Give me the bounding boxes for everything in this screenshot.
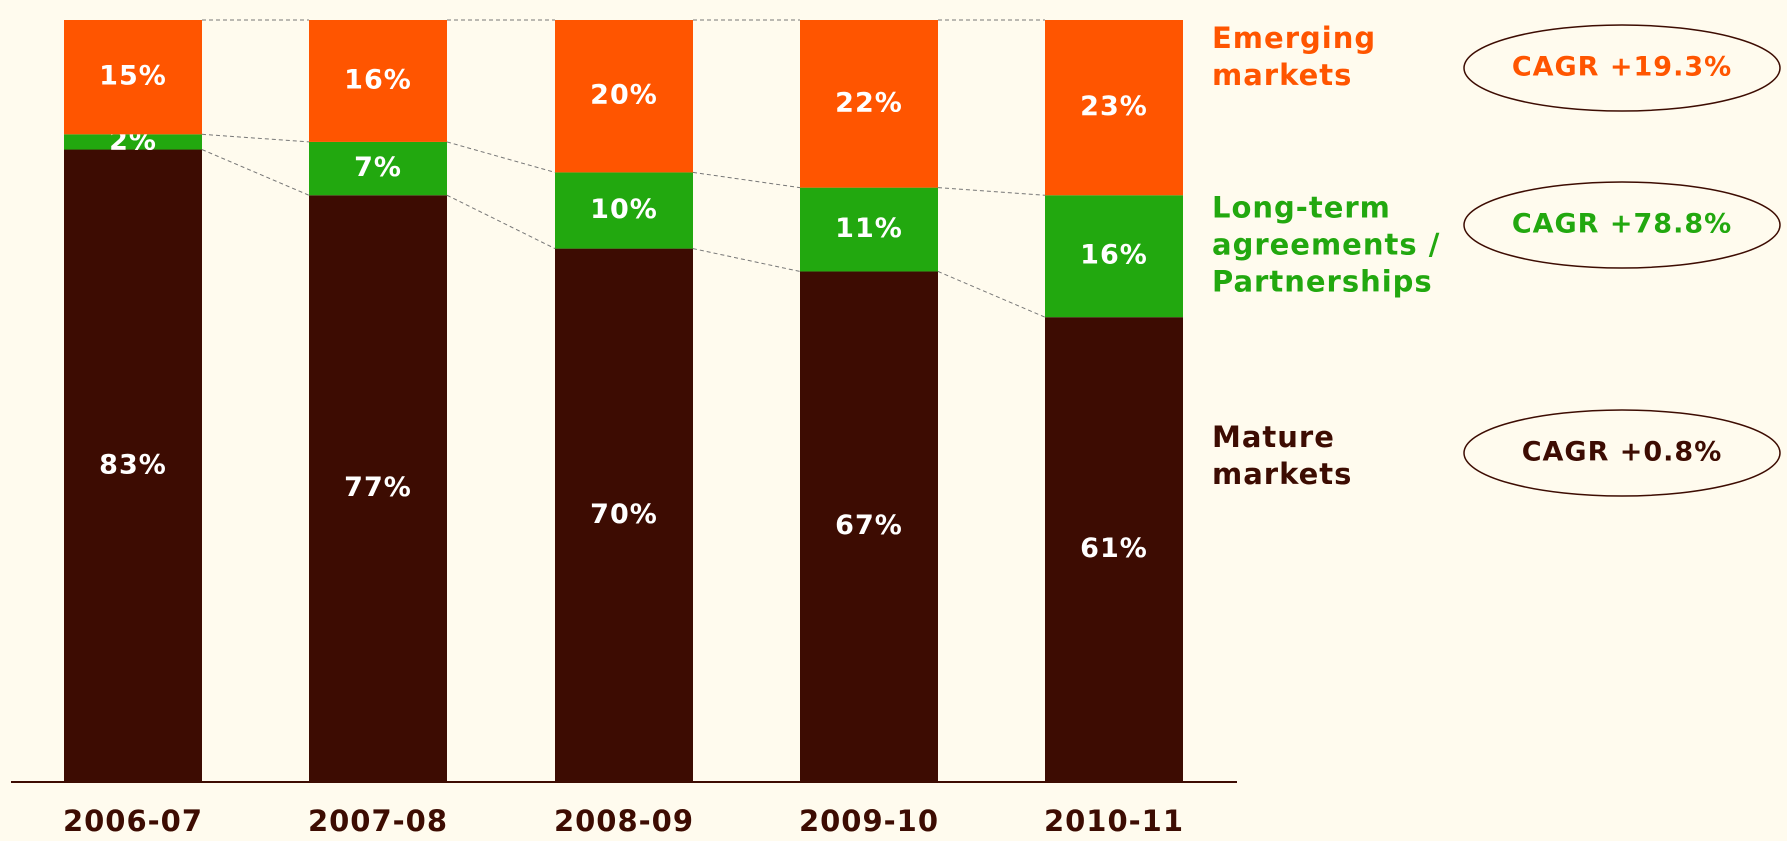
bar-segment [800, 271, 938, 782]
value-label: 10% [590, 194, 658, 225]
value-label: 20% [590, 80, 658, 111]
value-label: 16% [344, 64, 412, 95]
value-label: 67% [835, 510, 903, 541]
legend-label: Emerging markets [1212, 21, 1377, 92]
bar-segment [800, 20, 938, 188]
bar-segment [309, 20, 447, 142]
value-label: 70% [590, 499, 658, 530]
cagr-ellipse [1463, 24, 1781, 112]
bar-segment [555, 20, 693, 173]
connector [692, 171, 801, 189]
cagr-label: CAGR +19.3% [1512, 52, 1732, 83]
value-label: 61% [1080, 533, 1148, 564]
connector [201, 133, 310, 143]
value-label: 83% [99, 449, 167, 480]
cagr-label: CAGR +0.8% [1522, 437, 1723, 468]
x-tick-label: 2007-08 [308, 804, 448, 838]
connector [937, 187, 1046, 196]
x-tick-label: 2009-10 [799, 804, 939, 838]
value-label: 22% [835, 87, 903, 118]
bar-segment [800, 187, 938, 272]
bar-segment [64, 20, 202, 135]
bar-segment [64, 134, 202, 150]
value-label: 23% [1080, 91, 1148, 122]
x-tick-label: 2006-07 [63, 804, 203, 838]
bar-segment [1045, 317, 1183, 782]
x-tick-label: 2010-11 [1044, 804, 1184, 838]
connector [446, 194, 556, 250]
cagr-ellipse [1463, 181, 1781, 269]
connector [937, 271, 1046, 318]
cagr-label: CAGR +78.8% [1512, 209, 1732, 240]
value-label: 11% [835, 213, 903, 244]
bar-segment [555, 248, 693, 783]
connector [446, 141, 556, 173]
bar-segment [309, 195, 447, 782]
bar-segment [555, 172, 693, 249]
connector [692, 248, 801, 272]
bar-segment [64, 149, 202, 783]
connector [201, 149, 310, 196]
x-tick-label: 2008-09 [554, 804, 694, 838]
legend-label: Mature markets [1212, 420, 1353, 491]
value-label: 77% [344, 472, 412, 503]
cagr-ellipse [1463, 409, 1781, 497]
bar-segment [1045, 20, 1183, 196]
value-label: 15% [99, 61, 167, 92]
bar-segment [1045, 195, 1183, 318]
value-label: 7% [354, 152, 402, 183]
value-label: 16% [1080, 240, 1148, 271]
bar-segment [309, 141, 447, 196]
legend-label: Long-term agreements / Partnerships [1212, 190, 1441, 299]
